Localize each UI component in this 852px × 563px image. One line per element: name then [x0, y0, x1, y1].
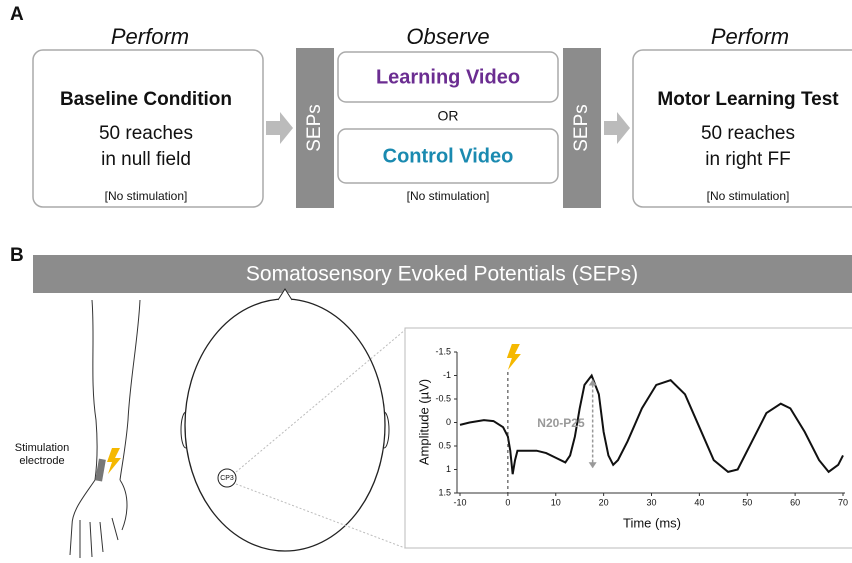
banner — [33, 255, 852, 293]
sep-bar — [563, 48, 601, 208]
step-title: Motor Learning Test — [657, 89, 839, 110]
electrode — [95, 458, 106, 482]
step-heading: Perform — [111, 24, 189, 49]
bolt-icon — [506, 344, 521, 370]
x-tick-label: 0 — [505, 497, 510, 507]
head — [184, 298, 386, 552]
step-line: in null field — [101, 149, 191, 170]
step-box — [32, 49, 264, 208]
step-note: [No stimulation] — [407, 189, 490, 203]
step-line: 50 reaches — [701, 123, 795, 144]
x-tick-label: 10 — [551, 497, 561, 507]
step-note: [No stimulation] — [105, 189, 188, 203]
nose — [277, 288, 293, 301]
step-line: in right FF — [705, 149, 791, 170]
electrode-site — [217, 468, 237, 488]
site-label: CP3 — [220, 475, 234, 482]
y-tick-label: 1 — [446, 464, 451, 474]
step-note: [No stimulation] — [707, 189, 790, 203]
y-tick-label: 1.5 — [438, 487, 451, 497]
y-tick-label: -1.5 — [435, 346, 451, 356]
x-tick-label: 50 — [742, 497, 752, 507]
x-axis-label: Time (ms) — [623, 515, 681, 530]
banner-text: Somatosensory Evoked Potentials (SEPs) — [246, 263, 638, 286]
annotation: N20-P25 — [537, 416, 585, 430]
step-line: 50 reaches — [99, 123, 193, 144]
waveform — [459, 373, 844, 475]
step-heading: Perform — [711, 24, 789, 49]
y-axis-label: Amplitude (µV) — [416, 379, 431, 465]
arrow — [266, 112, 293, 144]
bolt-icon — [107, 448, 121, 474]
option-box — [337, 128, 559, 184]
separator: OR — [438, 108, 459, 124]
option: Control Video — [383, 145, 514, 167]
step-box — [632, 49, 852, 208]
y-tick-label: -0.5 — [435, 393, 451, 403]
chart: -1.5 -1 -0.5 0 0.5 1 1.5-10 0 10 20 30 40 50 60 70 N20-… — [435, 344, 848, 507]
x-tick-label: 30 — [646, 497, 656, 507]
x-tick-label: -10 — [453, 497, 466, 507]
y-tick-label: 0.5 — [438, 440, 451, 450]
electrode-label: Stimulation — [15, 442, 69, 454]
x-tick-label: 60 — [790, 497, 800, 507]
y-tick-label: -1 — [443, 370, 451, 380]
sep-label: SEPs — [304, 104, 325, 152]
zoom-line — [235, 329, 406, 473]
arrow — [604, 112, 630, 144]
step-title: Baseline Condition — [60, 89, 232, 110]
option: Learning Video — [376, 66, 520, 88]
sep-label: SEPs — [571, 104, 592, 152]
arrow-head — [588, 462, 597, 469]
option-box — [337, 51, 559, 103]
sep-bar — [296, 48, 334, 208]
arm-drawing — [69, 299, 141, 558]
panel-label: B — [10, 245, 24, 266]
x-tick-label: 70 — [838, 497, 848, 507]
y-tick-label: 0 — [446, 417, 451, 427]
electrode-label: electrode — [19, 455, 64, 467]
panel-label: A — [10, 4, 24, 25]
step-heading: Observe — [406, 24, 489, 49]
x-tick-label: 20 — [599, 497, 609, 507]
x-tick-label: 40 — [694, 497, 704, 507]
arrow-head — [588, 379, 597, 386]
